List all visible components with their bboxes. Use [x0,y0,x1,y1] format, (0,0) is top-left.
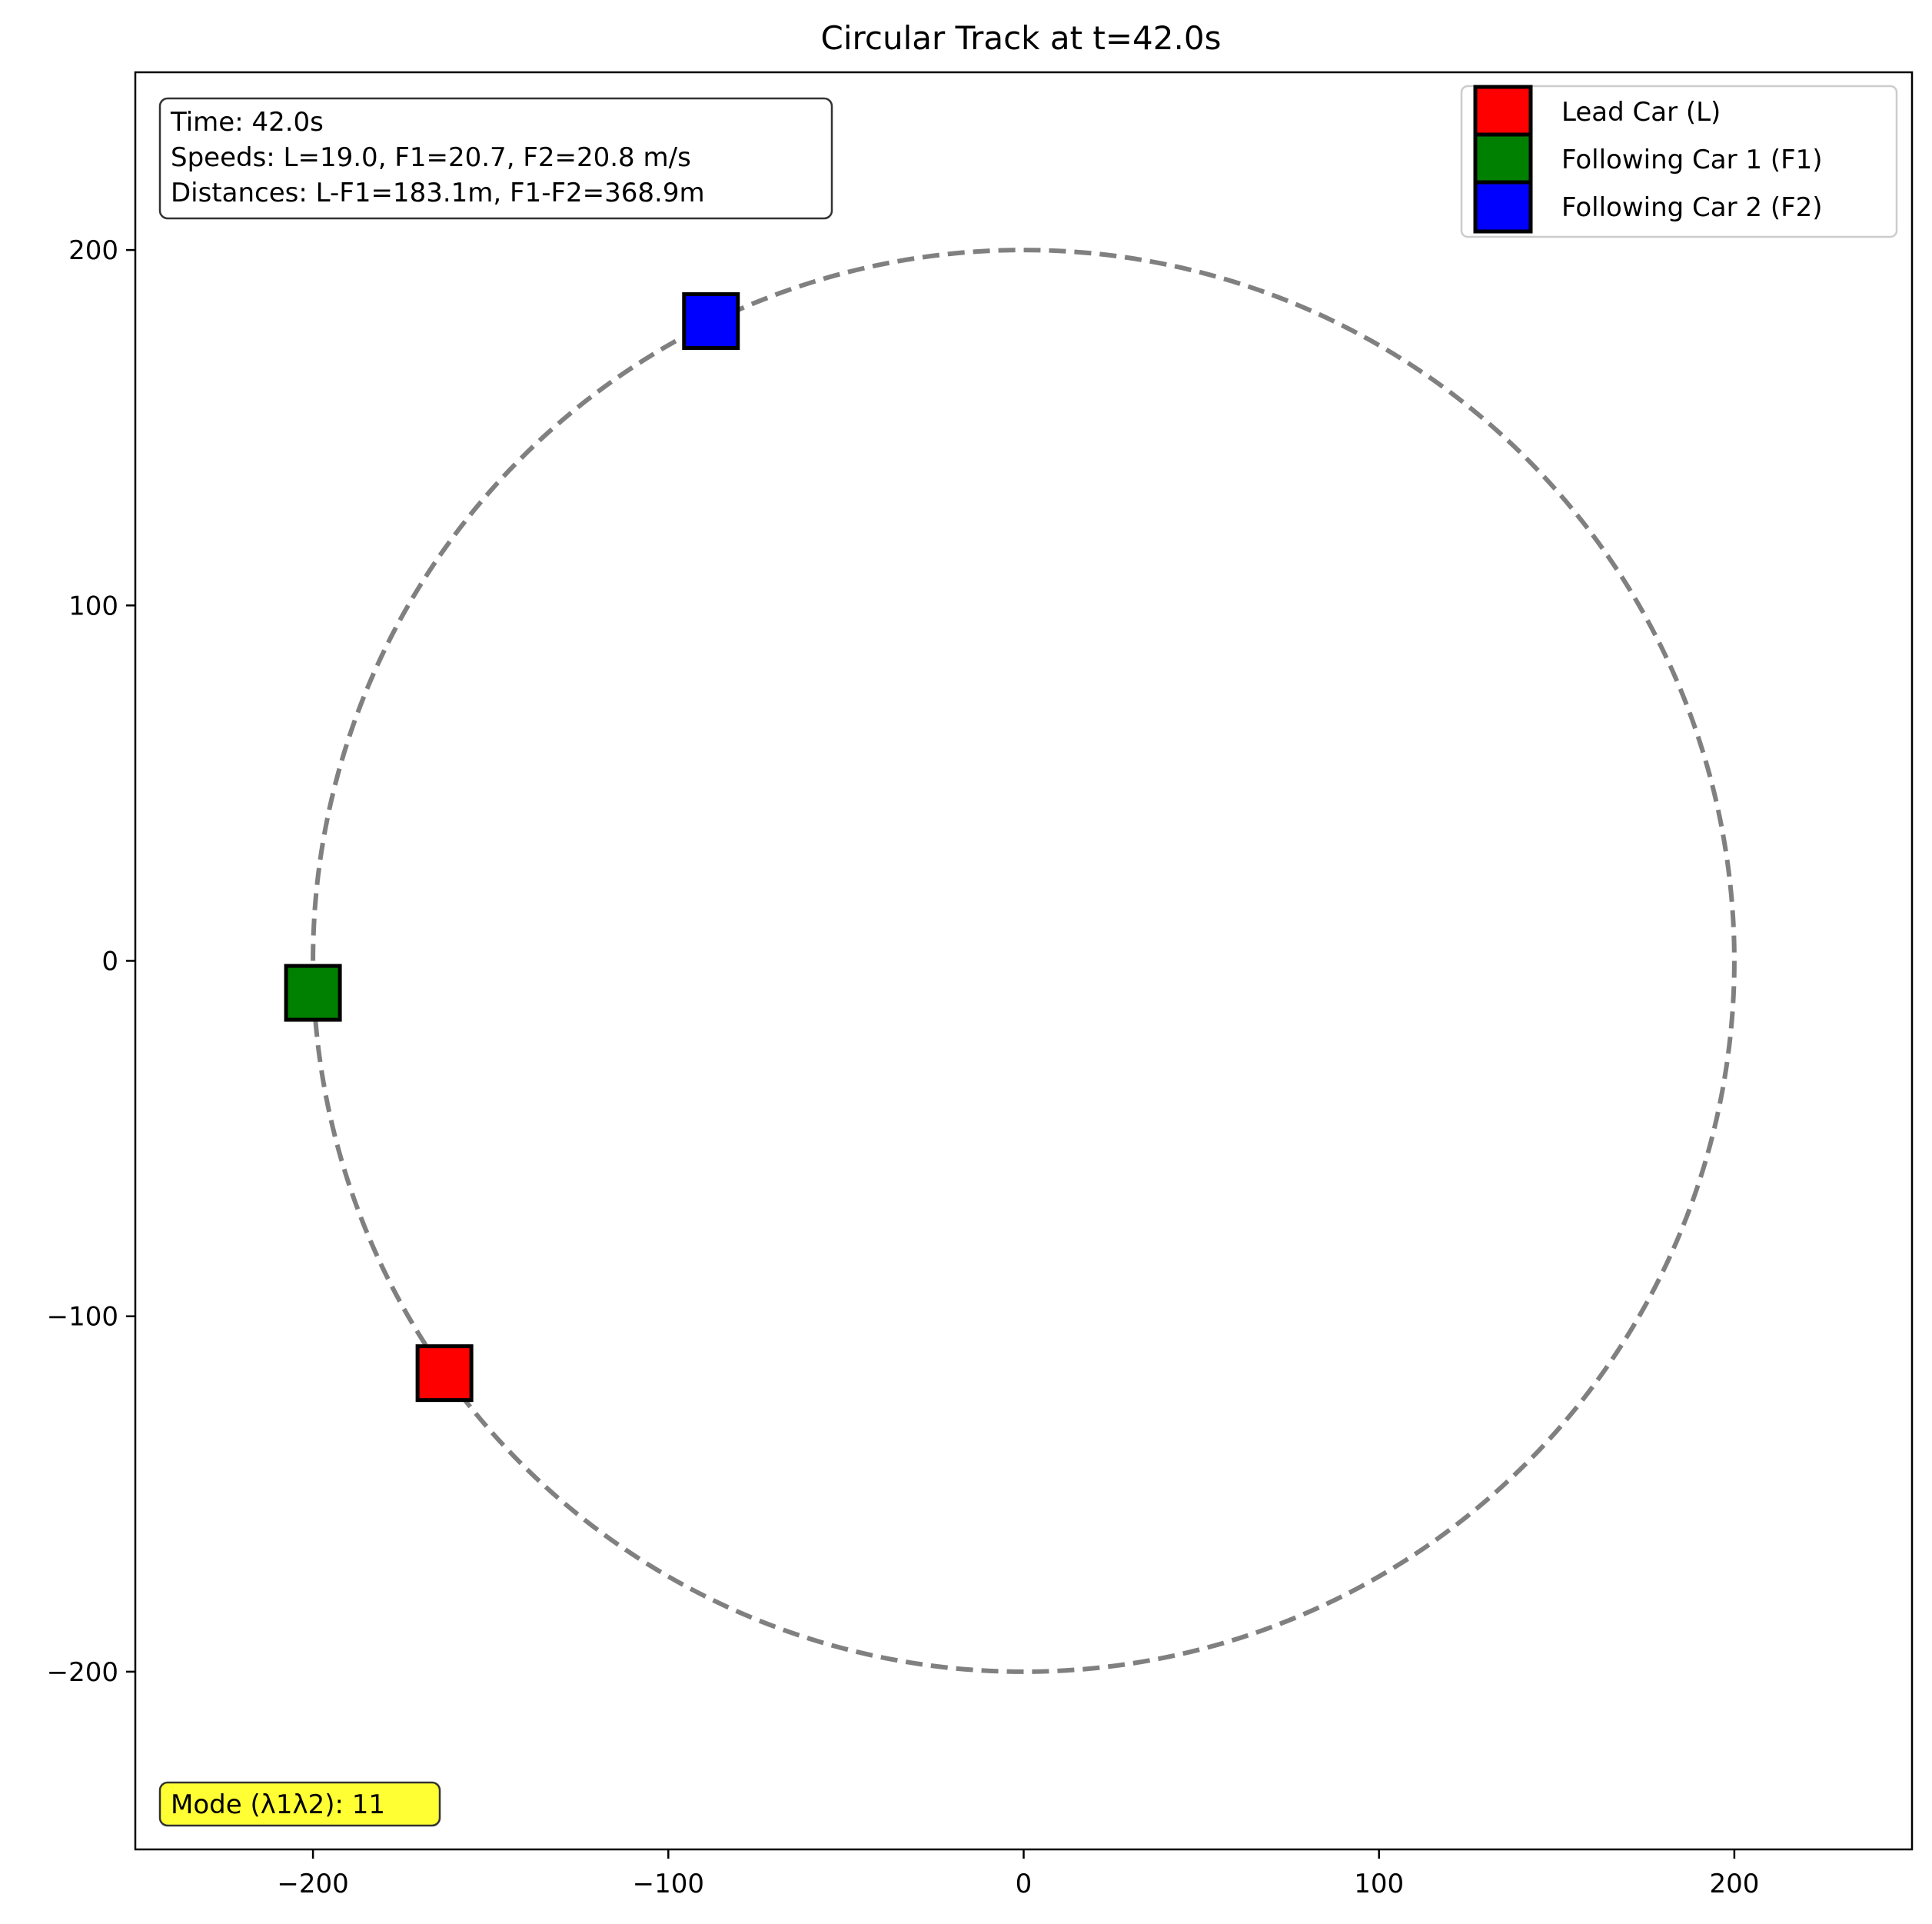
legend-swatch [1473,85,1533,138]
car-marker [682,292,740,351]
y-tick-label: 100 [68,591,118,621]
info-distances: Distances: L-F1=183.1m, F1-F2=368.9m [171,178,705,208]
legend-items: Lead Car (L) Following Car 1 (F1) Followin… [1473,85,1823,234]
mode-box: Mode (λ1λ2): 11 [158,1781,441,1827]
legend-label: Following Car 1 (F1) [1561,145,1823,175]
plot-area [134,71,1914,1851]
x-tick-label: −100 [633,1869,704,1899]
track-circle [311,248,1737,1674]
x-tick-label: 0 [1016,1869,1033,1899]
legend-label: Lead Car (L) [1561,97,1721,128]
mode-box-frame [158,1781,441,1827]
mode-label: Mode (λ1λ2): 11 [171,1789,385,1820]
legend-label: Following Car 2 (F2) [1561,192,1823,223]
info-box-frame [158,97,833,220]
chart-title: Circular Track at t=42.0s [821,19,1222,57]
legend-swatch [1473,132,1533,186]
car-markers [284,292,740,1403]
y-tick-label: 200 [68,235,118,266]
x-tick-label: 100 [1354,1869,1404,1899]
y-tick-label: −100 [47,1302,118,1333]
x-axis: −200 −100 0 100 200 [277,1849,1759,1899]
info-time: Time: 42.0s [170,107,324,138]
legend: Lead Car (L) Following Car 1 (F1) Followin… [1460,85,1898,238]
y-axis: −200 −100 0 100 200 [47,235,135,1688]
car-marker [415,1344,474,1403]
x-tick-label: −200 [277,1869,348,1899]
y-tick-label: 0 [101,947,118,977]
info-box: Time: 42.0s Speeds: L=19.0, F1=20.7, F2=… [158,97,833,220]
car-marker [284,964,342,1022]
y-tick-label: −200 [47,1657,118,1688]
info-speeds: Speeds: L=19.0, F1=20.7, F2=20.8 m/s [171,142,691,173]
x-tick-label: 200 [1709,1869,1759,1899]
legend-swatch [1473,180,1533,234]
plot-frame [134,71,1914,1851]
legend-frame [1460,85,1898,238]
